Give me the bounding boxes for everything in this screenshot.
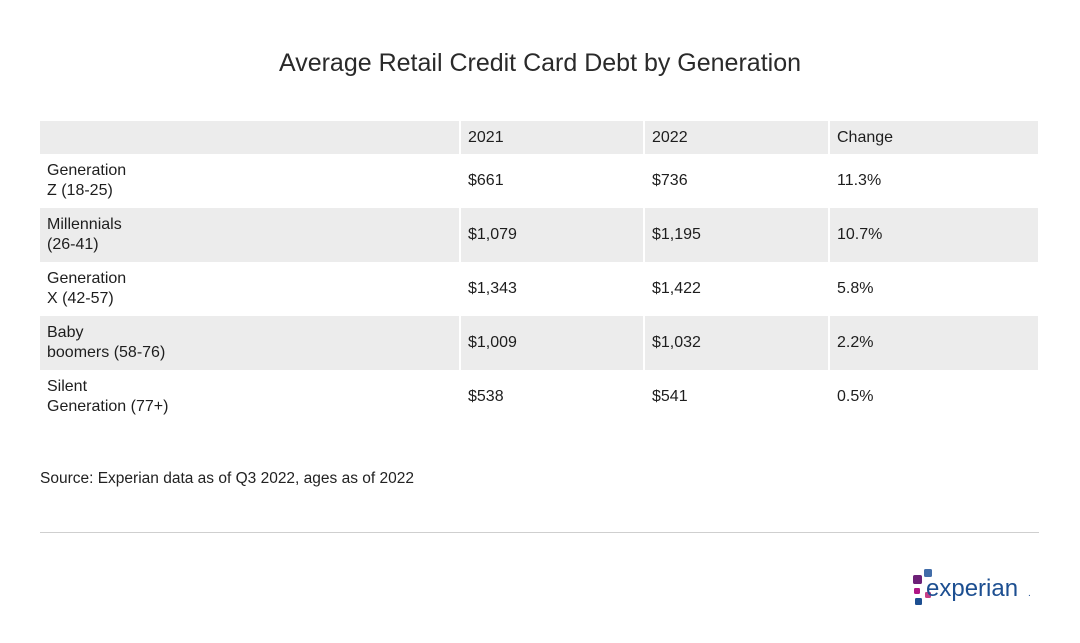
generation-line-2: Z (18-25) bbox=[47, 182, 113, 199]
value-2021: $661 bbox=[460, 154, 645, 208]
generation-cell: Baby boomers (58-76) bbox=[40, 316, 461, 370]
debt-table: 2021 2022 Change Generation Z (18-25) $66… bbox=[40, 121, 1038, 424]
value-2022: $736 bbox=[644, 154, 830, 208]
value-change: 10.7% bbox=[829, 208, 1038, 262]
generation-line-2: boomers (58-76) bbox=[47, 344, 166, 361]
divider-line bbox=[40, 532, 1039, 533]
logo-wordmark: experian bbox=[926, 575, 1018, 602]
header-2021: 2021 bbox=[460, 121, 645, 154]
source-note: Source: Experian data as of Q3 2022, age… bbox=[40, 470, 414, 487]
generation-line-2: X (42-57) bbox=[47, 290, 114, 307]
logo-dots bbox=[913, 569, 932, 605]
table-header-row: 2021 2022 Change bbox=[40, 121, 1038, 154]
header-generation bbox=[40, 121, 461, 154]
generation-cell: Silent Generation (77+) bbox=[40, 370, 461, 424]
value-2021: $1,009 bbox=[460, 316, 645, 370]
logo-trademark: . bbox=[1028, 588, 1031, 599]
value-2021: $538 bbox=[460, 370, 645, 424]
header-2022: 2022 bbox=[644, 121, 830, 154]
value-2021: $1,079 bbox=[460, 208, 645, 262]
value-change: 2.2% bbox=[829, 316, 1038, 370]
generation-line-2: Generation (77+) bbox=[47, 398, 169, 415]
value-change: 0.5% bbox=[829, 370, 1038, 424]
value-2022: $1,422 bbox=[644, 262, 830, 316]
value-2021: $1,343 bbox=[460, 262, 645, 316]
value-2022: $1,195 bbox=[644, 208, 830, 262]
table-row: Generation X (42-57) $1,343 $1,422 5.8% bbox=[40, 262, 1038, 316]
generation-line-2: (26-41) bbox=[47, 236, 99, 253]
generation-line-1: Silent bbox=[47, 378, 88, 395]
table-row: Generation Z (18-25) $661 $736 11.3% bbox=[40, 154, 1038, 208]
table-row: Silent Generation (77+) $538 $541 0.5% bbox=[40, 370, 1038, 424]
value-2022: $1,032 bbox=[644, 316, 830, 370]
value-2022: $541 bbox=[644, 370, 830, 424]
generation-line-1: Generation bbox=[47, 270, 127, 287]
generation-cell: Millennials (26-41) bbox=[40, 208, 461, 262]
header-change: Change bbox=[829, 121, 1038, 154]
table-row: Millennials (26-41) $1,079 $1,195 10.7% bbox=[40, 208, 1038, 262]
chart-title: Average Retail Credit Card Debt by Gener… bbox=[278, 49, 802, 77]
generation-line-1: Baby bbox=[47, 324, 84, 341]
value-change: 11.3% bbox=[829, 154, 1038, 208]
value-change: 5.8% bbox=[829, 262, 1038, 316]
generation-cell: Generation X (42-57) bbox=[40, 262, 461, 316]
generation-line-1: Millennials bbox=[47, 216, 122, 233]
table-row: Baby boomers (58-76) $1,009 $1,032 2.2% bbox=[40, 316, 1038, 370]
generation-line-1: Generation bbox=[47, 162, 127, 179]
experian-logo: experian . bbox=[913, 569, 1031, 605]
generation-cell: Generation Z (18-25) bbox=[40, 154, 461, 208]
